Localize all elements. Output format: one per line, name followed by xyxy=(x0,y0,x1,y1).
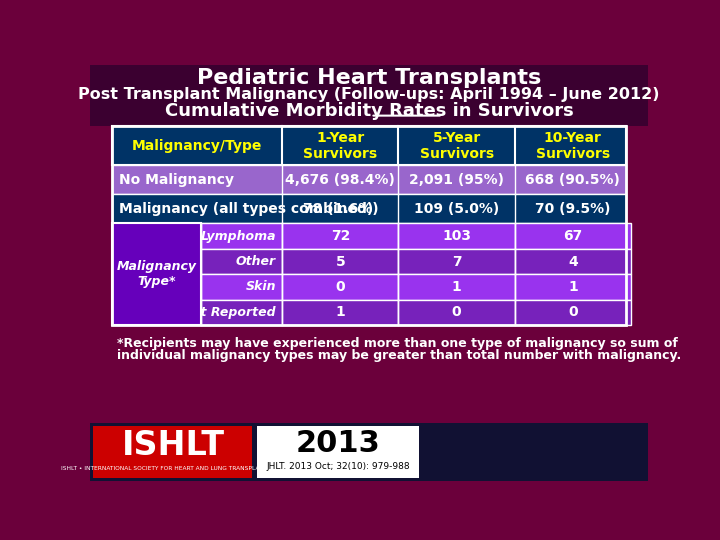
Text: JHLT. 2013 Oct; 32(10): 979-988: JHLT. 2013 Oct; 32(10): 979-988 xyxy=(266,462,410,471)
Text: ISHLT • INTERNATIONAL SOCIETY FOR HEART AND LUNG TRANSPLANTATION: ISHLT • INTERNATIONAL SOCIETY FOR HEART … xyxy=(61,466,285,471)
FancyBboxPatch shape xyxy=(90,423,648,481)
Text: No Malignancy: No Malignancy xyxy=(120,173,235,186)
Text: 7: 7 xyxy=(451,254,462,268)
Text: 72: 72 xyxy=(330,229,350,243)
FancyBboxPatch shape xyxy=(201,249,282,274)
Text: ISHLT: ISHLT xyxy=(122,429,225,462)
Text: 0: 0 xyxy=(336,280,345,294)
Text: Other: Other xyxy=(236,255,276,268)
Text: 1: 1 xyxy=(336,305,345,319)
FancyBboxPatch shape xyxy=(256,426,419,477)
FancyBboxPatch shape xyxy=(201,274,282,300)
FancyBboxPatch shape xyxy=(398,274,515,300)
Text: Type Not Reported: Type Not Reported xyxy=(145,306,276,319)
FancyBboxPatch shape xyxy=(112,224,201,325)
FancyBboxPatch shape xyxy=(515,249,631,274)
Text: 5-Year
Survivors: 5-Year Survivors xyxy=(420,131,494,161)
FancyBboxPatch shape xyxy=(282,224,398,249)
FancyBboxPatch shape xyxy=(515,274,631,300)
FancyBboxPatch shape xyxy=(93,426,252,477)
Text: 67: 67 xyxy=(563,229,582,243)
FancyBboxPatch shape xyxy=(398,300,515,325)
FancyBboxPatch shape xyxy=(282,300,398,325)
Text: Post Transplant Malignancy (Follow-ups: April 1994 – June 2012): Post Transplant Malignancy (Follow-ups: … xyxy=(78,87,660,103)
Text: 109 (5.0%): 109 (5.0%) xyxy=(414,202,499,216)
Text: 10-Year
Survivors: 10-Year Survivors xyxy=(536,131,610,161)
Text: 4,676 (98.4%): 4,676 (98.4%) xyxy=(285,173,395,186)
FancyBboxPatch shape xyxy=(515,224,631,249)
FancyBboxPatch shape xyxy=(398,249,515,274)
Text: individual malignancy types may be greater than total number with malignancy.: individual malignancy types may be great… xyxy=(117,349,681,362)
Text: 668 (90.5%): 668 (90.5%) xyxy=(526,173,620,186)
Text: Malignancy (all types combined): Malignancy (all types combined) xyxy=(120,202,374,216)
FancyBboxPatch shape xyxy=(112,126,626,165)
Text: *Recipients may have experienced more than one type of malignancy so sum of: *Recipients may have experienced more th… xyxy=(117,336,678,349)
Text: 2,091 (95%): 2,091 (95%) xyxy=(409,173,504,186)
FancyBboxPatch shape xyxy=(112,194,626,224)
Text: Lymphoma: Lymphoma xyxy=(200,230,276,242)
Text: 1: 1 xyxy=(568,280,577,294)
FancyBboxPatch shape xyxy=(515,300,631,325)
FancyBboxPatch shape xyxy=(90,65,648,126)
Text: 4: 4 xyxy=(568,254,577,268)
FancyBboxPatch shape xyxy=(282,274,398,300)
Text: Malignancy/Type: Malignancy/Type xyxy=(132,139,262,153)
FancyBboxPatch shape xyxy=(112,165,626,194)
Text: 0: 0 xyxy=(568,305,577,319)
Text: 5: 5 xyxy=(336,254,345,268)
FancyBboxPatch shape xyxy=(398,224,515,249)
Text: 103: 103 xyxy=(442,229,471,243)
Text: 1-Year
Survivors: 1-Year Survivors xyxy=(303,131,377,161)
Text: Pediatric Heart Transplants: Pediatric Heart Transplants xyxy=(197,68,541,88)
Text: 70 (9.5%): 70 (9.5%) xyxy=(535,202,611,216)
Text: 78 (1.6%): 78 (1.6%) xyxy=(302,202,378,216)
Text: Cumulative Morbidity Rates in Survivors: Cumulative Morbidity Rates in Survivors xyxy=(165,102,573,120)
Text: 0: 0 xyxy=(451,305,462,319)
Text: 2013: 2013 xyxy=(296,429,380,458)
Text: 1: 1 xyxy=(451,280,462,294)
Text: Malignancy
Type*: Malignancy Type* xyxy=(116,260,197,288)
Text: Skin: Skin xyxy=(246,280,276,293)
FancyBboxPatch shape xyxy=(201,300,282,325)
FancyBboxPatch shape xyxy=(201,224,282,249)
FancyBboxPatch shape xyxy=(282,249,398,274)
